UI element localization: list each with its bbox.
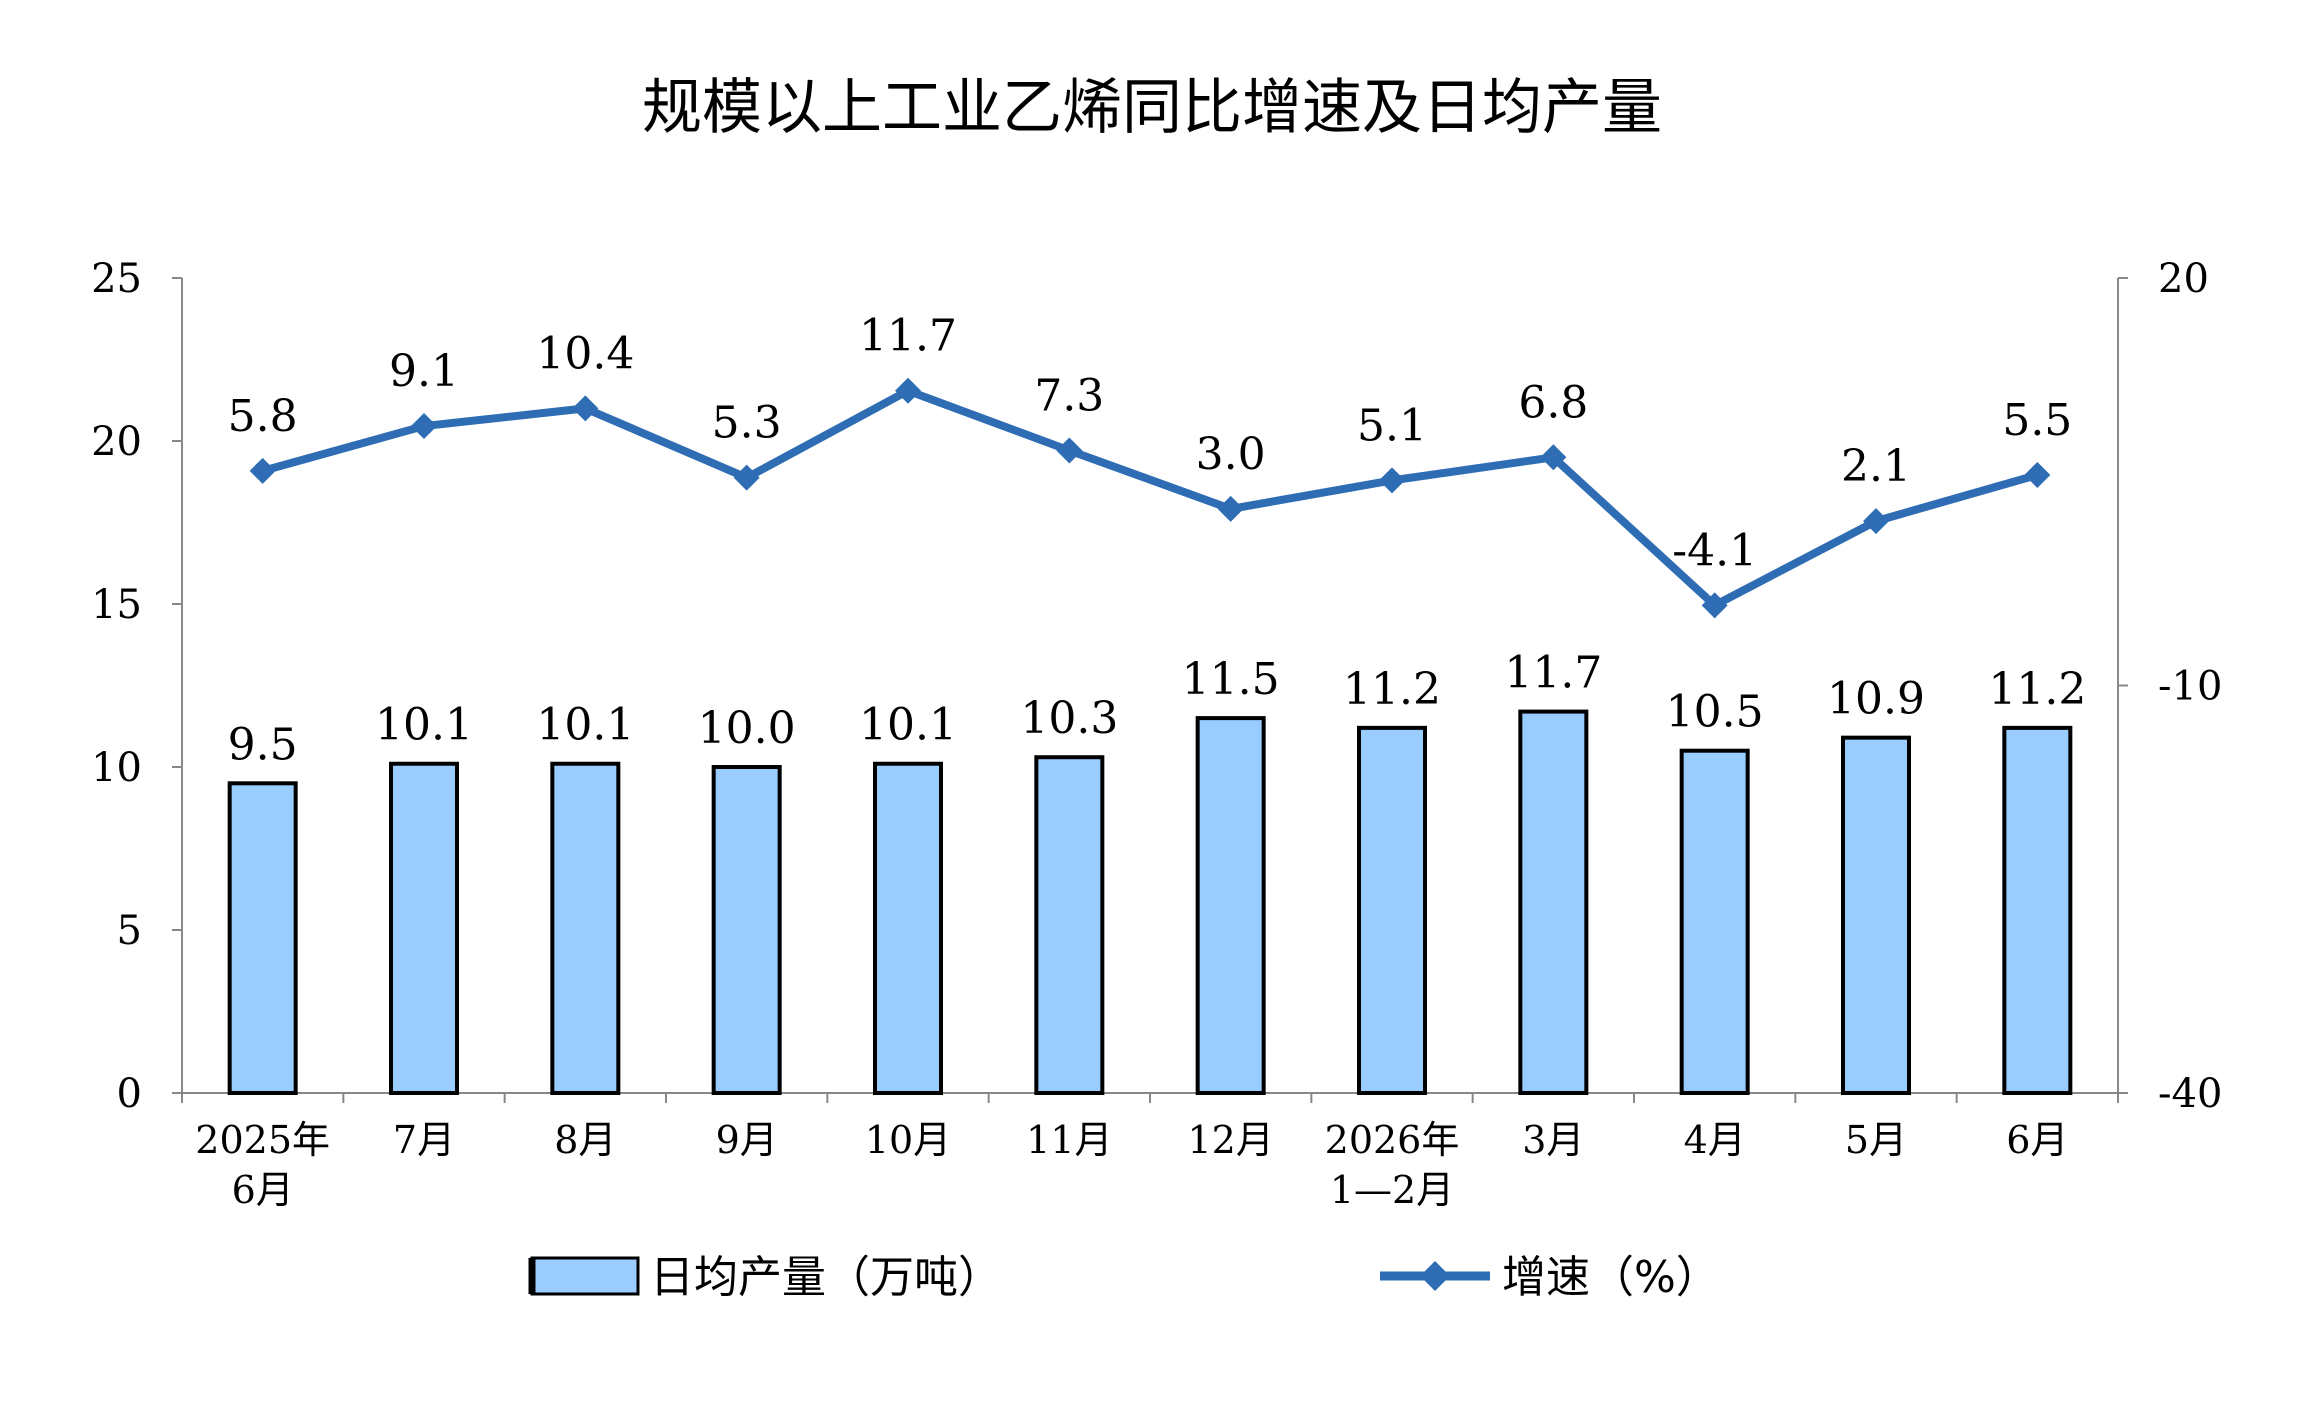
bar-data-label: 11.2: [1343, 664, 1441, 715]
x-tick-label: 2026年: [1325, 1118, 1460, 1162]
bar: [1034, 755, 1105, 1095]
line-point: [411, 413, 437, 440]
left-tick-label: 5: [117, 908, 142, 954]
bar-data-label: 10.5: [1666, 687, 1764, 738]
x-tick-label: 10月: [865, 1118, 951, 1162]
line-data-label: -4.1: [1672, 525, 1757, 576]
x-tick-label: 11月: [1026, 1118, 1112, 1162]
line-data-label: 7.3: [1034, 371, 1104, 422]
bar-data-label: 10.1: [375, 700, 473, 751]
x-tick-label: 3月: [1522, 1118, 1584, 1162]
line-point: [572, 395, 599, 422]
left-tick-label: 0: [117, 1071, 142, 1117]
x-tick-label: 1—2月: [1330, 1168, 1454, 1212]
bar-data-label: 9.5: [228, 719, 298, 770]
x-tick-label: 8月: [554, 1118, 616, 1162]
line-point: [1701, 592, 1728, 619]
line-point: [249, 457, 276, 484]
bar-data-label: 10.3: [1020, 693, 1118, 744]
bar: [1679, 748, 1750, 1095]
line-point: [1056, 437, 1083, 464]
bar-data-label: 11.2: [1988, 664, 2086, 715]
bar-data-label: 11.5: [1182, 654, 1280, 705]
bar: [2002, 725, 2073, 1095]
line-data-label: 11.7: [859, 311, 957, 362]
line-data-label: 6.8: [1518, 377, 1588, 428]
bar: [1195, 716, 1266, 1095]
bar: [550, 761, 621, 1095]
line-data-label: 5.8: [228, 391, 298, 442]
bar: [1841, 735, 1911, 1095]
left-tick-label: 10: [91, 745, 142, 791]
legend-bar-swatch: [530, 1256, 640, 1296]
data-labels: 9.5 10.1 10.1 10.0 10.1 10.3 11.5 11.2 11.7 10.5 1…: [228, 311, 2087, 771]
line-data-label: 3.0: [1196, 429, 1266, 480]
right-tick-label: 20: [2158, 256, 2209, 302]
line-data-label: 2.1: [1841, 441, 1911, 492]
left-tick-label: 15: [91, 582, 142, 628]
legend-bar-label: 日均产量（万吨）: [650, 1252, 1002, 1303]
axes: 0 5 10 15 20 25 -40 -10 20 2025年 6月 7月 8月 9月 10月 11月 12月…: [91, 256, 2222, 1212]
line-point: [895, 377, 921, 404]
bar-data-label: 10.0: [698, 703, 796, 754]
bar-series: [227, 709, 2073, 1096]
line-point: [1379, 467, 1405, 494]
line-data-label: 5.3: [712, 398, 782, 449]
line-point: [2024, 461, 2051, 488]
bar-data-label: 10.1: [536, 700, 634, 751]
chart-title: 规模以上工业乙烯同比增速及日均产量: [642, 73, 1662, 143]
legend-line-label: 增速（%）: [1502, 1252, 1720, 1303]
line-data-label: 5.1: [1357, 400, 1427, 451]
x-tick-label: 5月: [1845, 1118, 1907, 1162]
bar: [873, 761, 943, 1095]
line-point: [1540, 444, 1567, 471]
bar-data-label: 11.7: [1504, 648, 1602, 699]
x-tick-label: 6月: [232, 1168, 294, 1212]
line-series: [249, 377, 2051, 619]
bar: [389, 761, 459, 1095]
legend: 日均产量（万吨） 增速（%）: [528, 1252, 1720, 1303]
line-point: [1217, 495, 1244, 522]
bar-data-label: 10.1: [859, 700, 957, 751]
legend-line-marker: [1420, 1261, 1450, 1291]
x-tick-label: 4月: [1684, 1118, 1746, 1162]
line-data-label: 10.4: [536, 328, 634, 379]
growth-line: [261, 386, 2039, 610]
left-tick-label: 25: [91, 256, 142, 302]
x-tick-label: 9月: [716, 1118, 778, 1162]
bar: [1357, 725, 1427, 1095]
x-tick-label: 2025年: [195, 1118, 330, 1162]
bar: [1518, 709, 1589, 1096]
line-point: [1863, 508, 1889, 535]
right-tick-label: -40: [2158, 1071, 2222, 1117]
bar: [227, 781, 298, 1095]
left-tick-label: 20: [91, 419, 142, 465]
bar-data-label: 10.9: [1827, 674, 1925, 725]
bar: [711, 765, 782, 1095]
line-point: [733, 464, 760, 491]
x-tick-label: 6月: [2006, 1118, 2068, 1162]
x-tick-label: 12月: [1187, 1118, 1273, 1162]
line-data-label: 5.5: [2002, 395, 2072, 446]
line-data-label: 9.1: [389, 346, 459, 397]
x-tick-label: 7月: [393, 1118, 455, 1162]
right-tick-label: -10: [2158, 664, 2222, 710]
